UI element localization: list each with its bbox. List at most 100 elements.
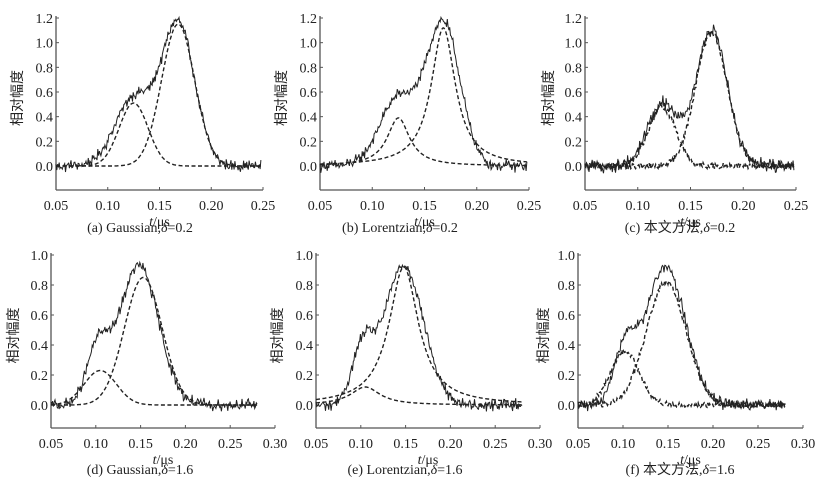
- y-tick-label: 0.4: [300, 111, 318, 126]
- series-measured-signal: [584, 24, 795, 174]
- panel-f: 0.0 0.2 0.4 0.6 0.8 1.0 0.05 0.10 0.15 0.20 0.25 0.…: [536, 249, 815, 478]
- caption-symbol: δ: [703, 463, 710, 478]
- series-component-2: [315, 266, 523, 403]
- y-tick-label: 0.2: [36, 135, 54, 150]
- x-tick-label: 0.10: [360, 199, 385, 214]
- y-tick-label: 0.0: [296, 399, 314, 414]
- y-tick-label: 1.2: [36, 12, 54, 27]
- panel-d: 0.0 0.2 0.4 0.6 0.8 1.0 0.05 0.10 0.15 0.20 0.25 0.…: [6, 249, 287, 478]
- caption-value: =0.2: [167, 221, 192, 236]
- series-component-2: [577, 278, 786, 410]
- x-tick-label: 0.25: [784, 199, 809, 214]
- y-tick-label: 0.8: [36, 61, 54, 76]
- panel-caption: (b) Lorentzian,δ=0.2: [342, 221, 458, 236]
- series-component-2: [584, 28, 795, 171]
- x-tick-label: 0.10: [611, 437, 636, 452]
- series-measured-signal: [319, 15, 528, 173]
- y-tick-label: 0.4: [296, 339, 314, 354]
- caption-symbol: δ: [426, 221, 433, 236]
- x-tick-label: 0.20: [731, 199, 756, 214]
- y-tick-label: 0.8: [558, 279, 576, 294]
- panel-a: 0.0 0.2 0.4 0.6 0.8 1.0 1.2 0.05 0.10 0.15 0.20 0.2…: [10, 12, 275, 236]
- x-tick-label: 0.05: [39, 437, 64, 452]
- caption-symbol: δ: [161, 463, 168, 478]
- y-tick-label: 1.0: [36, 37, 54, 52]
- y-tick-label: 0.8: [565, 61, 583, 76]
- x-tick-label: 0.20: [173, 437, 198, 452]
- x-axis-var: t: [153, 453, 158, 468]
- y-tick-label: 0.8: [31, 279, 49, 294]
- caption-symbol: δ: [431, 463, 438, 478]
- caption-method: (b) Lorentzian,: [342, 221, 426, 236]
- caption-method: (f) 本文方法,: [626, 462, 703, 478]
- x-tick-label: 0.05: [573, 199, 598, 214]
- panel-caption: (e) Lorentzian,δ=1.6: [347, 463, 462, 478]
- caption-method: (e) Lorentzian,: [347, 463, 430, 478]
- x-axis-unit: /μs: [157, 453, 174, 468]
- y-axis-title: 相对幅度: [270, 308, 286, 364]
- caption-value: =1.6: [437, 463, 462, 478]
- series-measured-signal: [315, 263, 523, 412]
- x-tick-label: 0.15: [393, 437, 418, 452]
- y-tick-label: 0.0: [558, 399, 576, 414]
- caption-value: =1.6: [168, 463, 193, 478]
- x-axis-title: t/μs: [153, 453, 174, 468]
- x-axis-title: t/μs: [414, 215, 435, 230]
- x-axis-var: t: [680, 453, 685, 468]
- y-axis-title: 相对幅度: [541, 70, 557, 126]
- series-component-1: [56, 102, 261, 167]
- panel-caption: (a) Gaussian,δ=0.2: [87, 221, 193, 236]
- y-tick-label: 1.0: [296, 249, 314, 264]
- caption-symbol: δ: [161, 221, 168, 236]
- y-tick-label: 0.0: [300, 160, 318, 175]
- caption-symbol: δ: [703, 221, 710, 236]
- y-tick-label: 0.6: [565, 86, 583, 101]
- caption-value: =0.2: [710, 221, 735, 236]
- x-tick-label: 0.20: [465, 199, 490, 214]
- y-tick-label: 0.2: [31, 369, 49, 384]
- x-axis-title: t/μs: [418, 453, 439, 468]
- x-tick-label: 0.10: [96, 199, 121, 214]
- caption-value: =0.2: [433, 221, 458, 236]
- y-tick-label: 1.0: [565, 37, 583, 52]
- x-axis-unit: /μs: [684, 453, 701, 468]
- x-axis-var: t: [418, 453, 423, 468]
- x-tick-label: 0.25: [483, 437, 508, 452]
- x-tick-label: 0.15: [656, 437, 681, 452]
- series-measured-signal: [50, 260, 258, 412]
- y-tick-label: 1.0: [300, 37, 318, 52]
- series-measured-signal: [55, 15, 262, 173]
- y-tick-label: 0.0: [36, 160, 54, 175]
- x-axis-unit: /μs: [684, 215, 701, 230]
- series-component-1: [320, 117, 527, 167]
- x-tick-label: 0.25: [517, 199, 542, 214]
- series-component-1: [315, 386, 523, 406]
- x-axis-var: t: [149, 215, 154, 230]
- y-tick-label: 0.0: [31, 399, 49, 414]
- x-tick-label: 0.25: [251, 199, 276, 214]
- panel-b: 0.0 0.2 0.4 0.6 0.8 1.0 1.2 0.05 0.10 0.15 0.20 0.2…: [274, 12, 541, 236]
- x-axis-title: t/μs: [680, 453, 701, 468]
- y-axis-title: 相对幅度: [536, 308, 552, 364]
- y-tick-label: 0.4: [31, 339, 49, 354]
- y-tick-label: 0.2: [558, 369, 576, 384]
- y-tick-label: 1.0: [558, 249, 576, 264]
- y-tick-label: 0.6: [296, 309, 314, 324]
- y-tick-label: 1.2: [565, 12, 583, 27]
- x-axis-var: t: [680, 215, 685, 230]
- y-tick-label: 1.0: [31, 249, 49, 264]
- panel-caption: (c) 本文方法,δ=0.2: [625, 220, 735, 236]
- x-tick-label: 0.10: [84, 437, 109, 452]
- x-axis-unit: /μs: [418, 215, 435, 230]
- y-tick-label: 0.2: [296, 369, 314, 384]
- x-tick-label: 0.20: [701, 437, 726, 452]
- y-axis-title: 相对幅度: [6, 308, 22, 364]
- x-tick-label: 0.15: [678, 199, 703, 214]
- y-tick-label: 0.4: [565, 111, 583, 126]
- panel-caption: (f) 本文方法,δ=1.6: [626, 462, 735, 478]
- x-tick-label: 0.15: [147, 199, 172, 214]
- x-tick-label: 0.10: [349, 437, 374, 452]
- y-tick-label: 0.4: [36, 111, 54, 126]
- x-axis-var: t: [414, 215, 419, 230]
